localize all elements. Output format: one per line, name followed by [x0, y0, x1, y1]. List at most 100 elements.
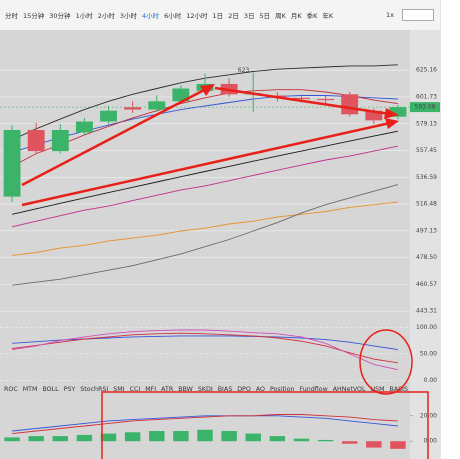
y-tick-label: 557.45 [416, 147, 437, 154]
candle-body [3, 130, 21, 197]
interval-button[interactable]: 30分钟 [49, 12, 71, 20]
indicator-tab[interactable]: AO [256, 386, 265, 393]
histogram-bar [197, 429, 213, 442]
indicator-line [12, 335, 398, 351]
toolbar-right: 1x [381, 9, 434, 21]
candle-body [293, 97, 310, 99]
speed-button[interactable]: 1x [386, 11, 394, 19]
indicator-tab[interactable]: Position [270, 386, 295, 393]
histogram-bar [293, 438, 310, 442]
histogram-bar [173, 431, 189, 442]
indicator-tab[interactable]: AHNetVOL [333, 386, 366, 393]
arrow [21, 86, 209, 187]
interval-button[interactable]: 1小时 [75, 12, 93, 20]
y-tick-label: 516.48 [416, 201, 437, 208]
indicator-tab[interactable]: BBW [178, 386, 193, 393]
interval-button[interactable]: 周K [275, 12, 286, 20]
indicator-tab[interactable]: StochRSI [80, 386, 108, 393]
candle-body [365, 110, 383, 121]
indicator-tab[interactable]: MTM [23, 386, 38, 393]
indicator-tab[interactable]: MFI [145, 386, 156, 393]
histogram-bar [28, 436, 44, 442]
histogram-bar [245, 433, 261, 442]
indicator-tab[interactable]: USM [371, 386, 385, 393]
y-tick-label: 478.50 [416, 254, 437, 261]
indicator-tab[interactable]: CCI [130, 386, 141, 393]
indicator-line [12, 415, 398, 432]
indicator-tab[interactable]: ROC [4, 386, 18, 393]
candle-body [51, 130, 69, 152]
interval-button[interactable]: 3小时 [119, 12, 137, 20]
histogram-bar [366, 441, 382, 448]
candle-body [389, 107, 407, 117]
interval-button[interactable]: 15分钟 [23, 12, 45, 20]
arrow [214, 86, 391, 116]
circle-mark [359, 329, 413, 395]
histogram-bar [4, 437, 20, 442]
interval-button[interactable]: 6小时 [164, 12, 182, 20]
interval-button[interactable]: 1日 [212, 12, 224, 20]
axis-background [410, 30, 440, 459]
histogram-bar [221, 431, 237, 442]
candle-body [148, 101, 166, 110]
interval-button[interactable]: 分时 [5, 12, 18, 20]
indicator-tab[interactable]: BIAS [218, 386, 232, 393]
interval-list: 分时 15分钟 30分钟 1小时 2小时 3小时 4小时 6小时 12小时 1日 2日 3日 5日 周K 月… [0, 10, 333, 20]
interval-button[interactable]: 月K [290, 12, 302, 20]
interval-button[interactable]: 12小时 [186, 12, 208, 20]
indicator-tab[interactable]: ATR [161, 386, 174, 393]
interval-button[interactable]: 3日 [243, 12, 255, 20]
histogram-bar [52, 436, 69, 442]
interval-button[interactable]: 2日 [228, 12, 239, 20]
indicator-line [12, 329, 398, 371]
histogram-bar [317, 439, 334, 442]
arrow [21, 121, 391, 207]
y-tick-label: 579.13 [416, 120, 437, 127]
indicator-line [11, 95, 398, 153]
interval-button[interactable]: 4小时 [141, 12, 160, 20]
indicator-tab[interactable]: PSY [64, 386, 76, 393]
y-tick-label: 460.57 [416, 281, 437, 288]
indicator-tab[interactable]: SMI [113, 386, 124, 393]
y-tick-label: 443.31 [416, 308, 437, 315]
y-tick-label: 601.73 [416, 93, 437, 100]
y-tick-label: 0.00 [424, 438, 438, 445]
interval-button[interactable]: 5日 [259, 12, 271, 20]
y-tick-label: 536.59 [416, 174, 437, 181]
histogram-bar [76, 434, 93, 442]
dropdown[interactable] [402, 9, 434, 21]
candle-body [124, 107, 142, 110]
y-tick-label: 0.00 [424, 377, 438, 384]
indicator-line [11, 89, 398, 167]
annotations [21, 84, 429, 459]
last-price-tag [410, 102, 440, 113]
indicator-tab[interactable]: BOLL [42, 386, 59, 393]
indicator-line [11, 130, 398, 215]
histogram-bar [149, 431, 165, 442]
candle-body [75, 121, 93, 133]
candle-body [100, 110, 117, 122]
interval-button[interactable]: 季K [306, 12, 318, 20]
y-tick-label: 625.16 [416, 67, 437, 74]
toolbar: 分时 15分钟 30分钟 1小时 2小时 3小时 4小时 6小时 12小时 1日 2日 3日 5日 周K 月… [0, 0, 440, 31]
indicator-tab[interactable]: SKDJ [198, 386, 213, 393]
histogram-bar [100, 433, 117, 442]
candle-body [317, 98, 335, 101]
arrowhead [385, 118, 399, 129]
interval-button[interactable]: 年K [322, 12, 334, 20]
last-price-label: 593.08 [415, 104, 436, 111]
y-tick-label: 50.00 [420, 350, 437, 357]
candle-body [27, 130, 45, 152]
arrowhead [384, 108, 399, 119]
indicator-line [12, 201, 398, 256]
arrowhead [200, 84, 215, 96]
indicator-tab[interactable]: DPO [237, 386, 251, 393]
indicator-line [12, 184, 399, 286]
side-panel [440, 0, 460, 459]
indicator-line [12, 332, 398, 364]
indicator-tab[interactable]: Fundflow [300, 386, 328, 393]
interval-button[interactable]: 2小时 [97, 12, 115, 20]
histogram-bar [269, 436, 286, 442]
candle-body [341, 94, 359, 115]
